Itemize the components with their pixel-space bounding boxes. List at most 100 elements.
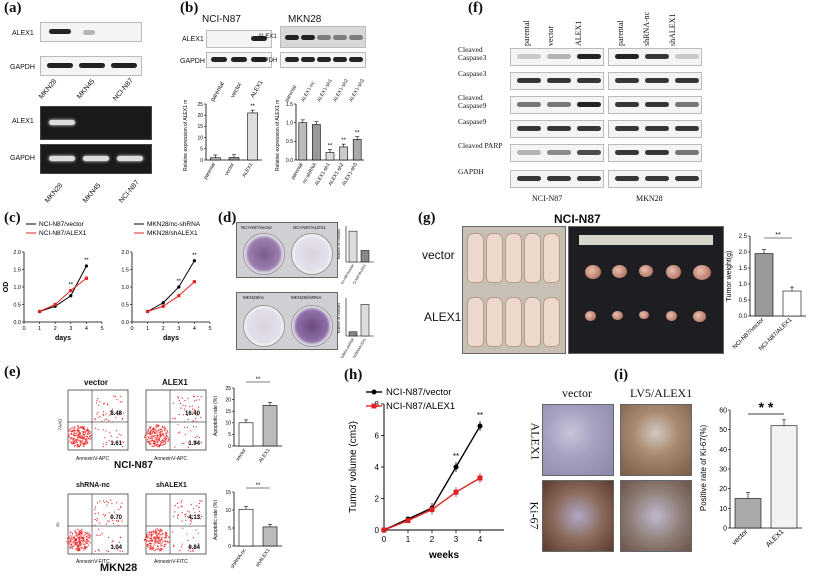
cell-dot <box>147 429 149 431</box>
y-tick-label: 1.5 <box>121 268 129 274</box>
cell-dot <box>85 430 87 432</box>
x-tick-label: ALEX1 <box>241 162 254 179</box>
cell-dot <box>77 550 79 552</box>
cell-dot <box>166 435 168 438</box>
cell-dot <box>96 399 98 401</box>
cell-dot <box>75 535 77 537</box>
cell-dot <box>149 433 151 435</box>
cell-dot <box>78 546 80 548</box>
y-tick-label: 0.0 <box>13 320 21 326</box>
cell-dot <box>76 542 79 544</box>
a-gapdh-blot <box>40 56 142 76</box>
cell-dot <box>115 502 118 504</box>
cell-dot <box>95 402 98 404</box>
cell-dot <box>84 431 86 434</box>
cell-dot <box>73 428 75 430</box>
cell-dot <box>103 402 105 404</box>
b-right-alex1-blot <box>280 26 366 48</box>
cell-dot <box>174 511 176 513</box>
cell-dot <box>101 533 103 535</box>
sig-mark: ** <box>176 279 181 285</box>
cell-dot <box>156 537 158 539</box>
y-tick-label: 0 <box>723 525 727 532</box>
f-row-label: Caspase3 <box>458 69 487 78</box>
cell-dot <box>107 520 109 522</box>
cell-dot <box>85 538 88 541</box>
cell-dot <box>157 431 159 434</box>
cell-dot <box>81 439 84 442</box>
cell-dot <box>148 436 150 439</box>
cell-dot <box>147 433 149 435</box>
cell-dot <box>69 428 71 431</box>
cell-dot <box>68 435 70 438</box>
cell-dot <box>152 530 155 532</box>
cell-dot <box>82 425 84 428</box>
cell-dot <box>155 436 158 438</box>
cell-dot <box>102 403 105 405</box>
e-axis-top-1: AnnexinV-APC <box>76 456 110 462</box>
cell-dot <box>76 532 78 534</box>
cell-dot <box>73 432 75 434</box>
f-row-label: Caspase9 <box>458 117 487 126</box>
d-top-label-2: NCI-N87/ALEX1 <box>293 225 326 230</box>
cell-dot <box>83 434 85 436</box>
data-point <box>53 302 57 307</box>
y-tick-label: 0.5 <box>286 139 293 145</box>
cell-dot <box>86 440 88 442</box>
cell-dot <box>80 442 83 444</box>
cell-dot <box>80 426 82 428</box>
cell-dot <box>157 548 160 550</box>
y-tick-label: 1.0 <box>739 282 748 288</box>
quadrant-value: 9.70 <box>110 515 122 521</box>
panel-label-e: (e) <box>4 364 21 380</box>
sig-mark: ** <box>477 411 483 420</box>
y-tick-label: 0.5 <box>739 298 748 304</box>
cell-dot <box>150 434 153 436</box>
cell-dot <box>87 433 89 436</box>
cell-dot <box>149 442 151 445</box>
cell-dot <box>155 437 157 439</box>
cell-dot <box>85 443 87 445</box>
cell-dot <box>106 500 108 502</box>
f-blot-strip <box>608 48 702 66</box>
cell-dot <box>80 548 82 550</box>
series-line <box>39 265 87 312</box>
x-tick-label: 0 <box>382 535 387 544</box>
f-lane-l3: ALEX1 <box>574 20 583 46</box>
b-lane-l3: ALEX1 <box>250 79 265 99</box>
f-blot-strip <box>510 170 604 188</box>
bar <box>339 146 348 161</box>
cell-dot <box>159 428 162 430</box>
cell-dot <box>178 414 180 416</box>
cell-dot <box>145 437 147 439</box>
cell-dot <box>159 443 162 445</box>
cell-dot <box>117 549 119 551</box>
cell-dot <box>109 432 111 434</box>
cell-dot <box>181 520 183 522</box>
y-tick-label: 15 <box>197 124 203 130</box>
cell-dot <box>176 502 179 504</box>
cell-dot <box>151 439 154 441</box>
cell-dot <box>67 537 70 539</box>
cell-dot <box>195 418 197 420</box>
cell-dot <box>99 416 101 418</box>
y-tick-label: 0.5 <box>121 303 129 309</box>
cell-dot <box>67 440 69 442</box>
cell-dot <box>82 427 84 430</box>
cell-dot <box>97 512 99 514</box>
cell-dot <box>144 538 146 541</box>
cell-dot <box>112 519 114 521</box>
b-right-chart: 0.00.51.01.5parentalnc-shRNAALEX1-sh1ALE… <box>275 100 364 187</box>
cell-dot <box>84 531 86 534</box>
e-flow-top-2: 16.40 1.94 <box>144 389 207 451</box>
cell-dot <box>86 540 89 543</box>
x-axis-label: weeks <box>428 550 459 561</box>
cell-dot <box>102 513 104 516</box>
tumor <box>612 265 627 278</box>
bar <box>238 422 254 447</box>
cell-dot <box>180 501 182 504</box>
cell-dot <box>200 396 202 398</box>
cell-dot <box>154 544 156 546</box>
cell-dot <box>158 532 160 535</box>
cell-dot <box>160 528 162 531</box>
